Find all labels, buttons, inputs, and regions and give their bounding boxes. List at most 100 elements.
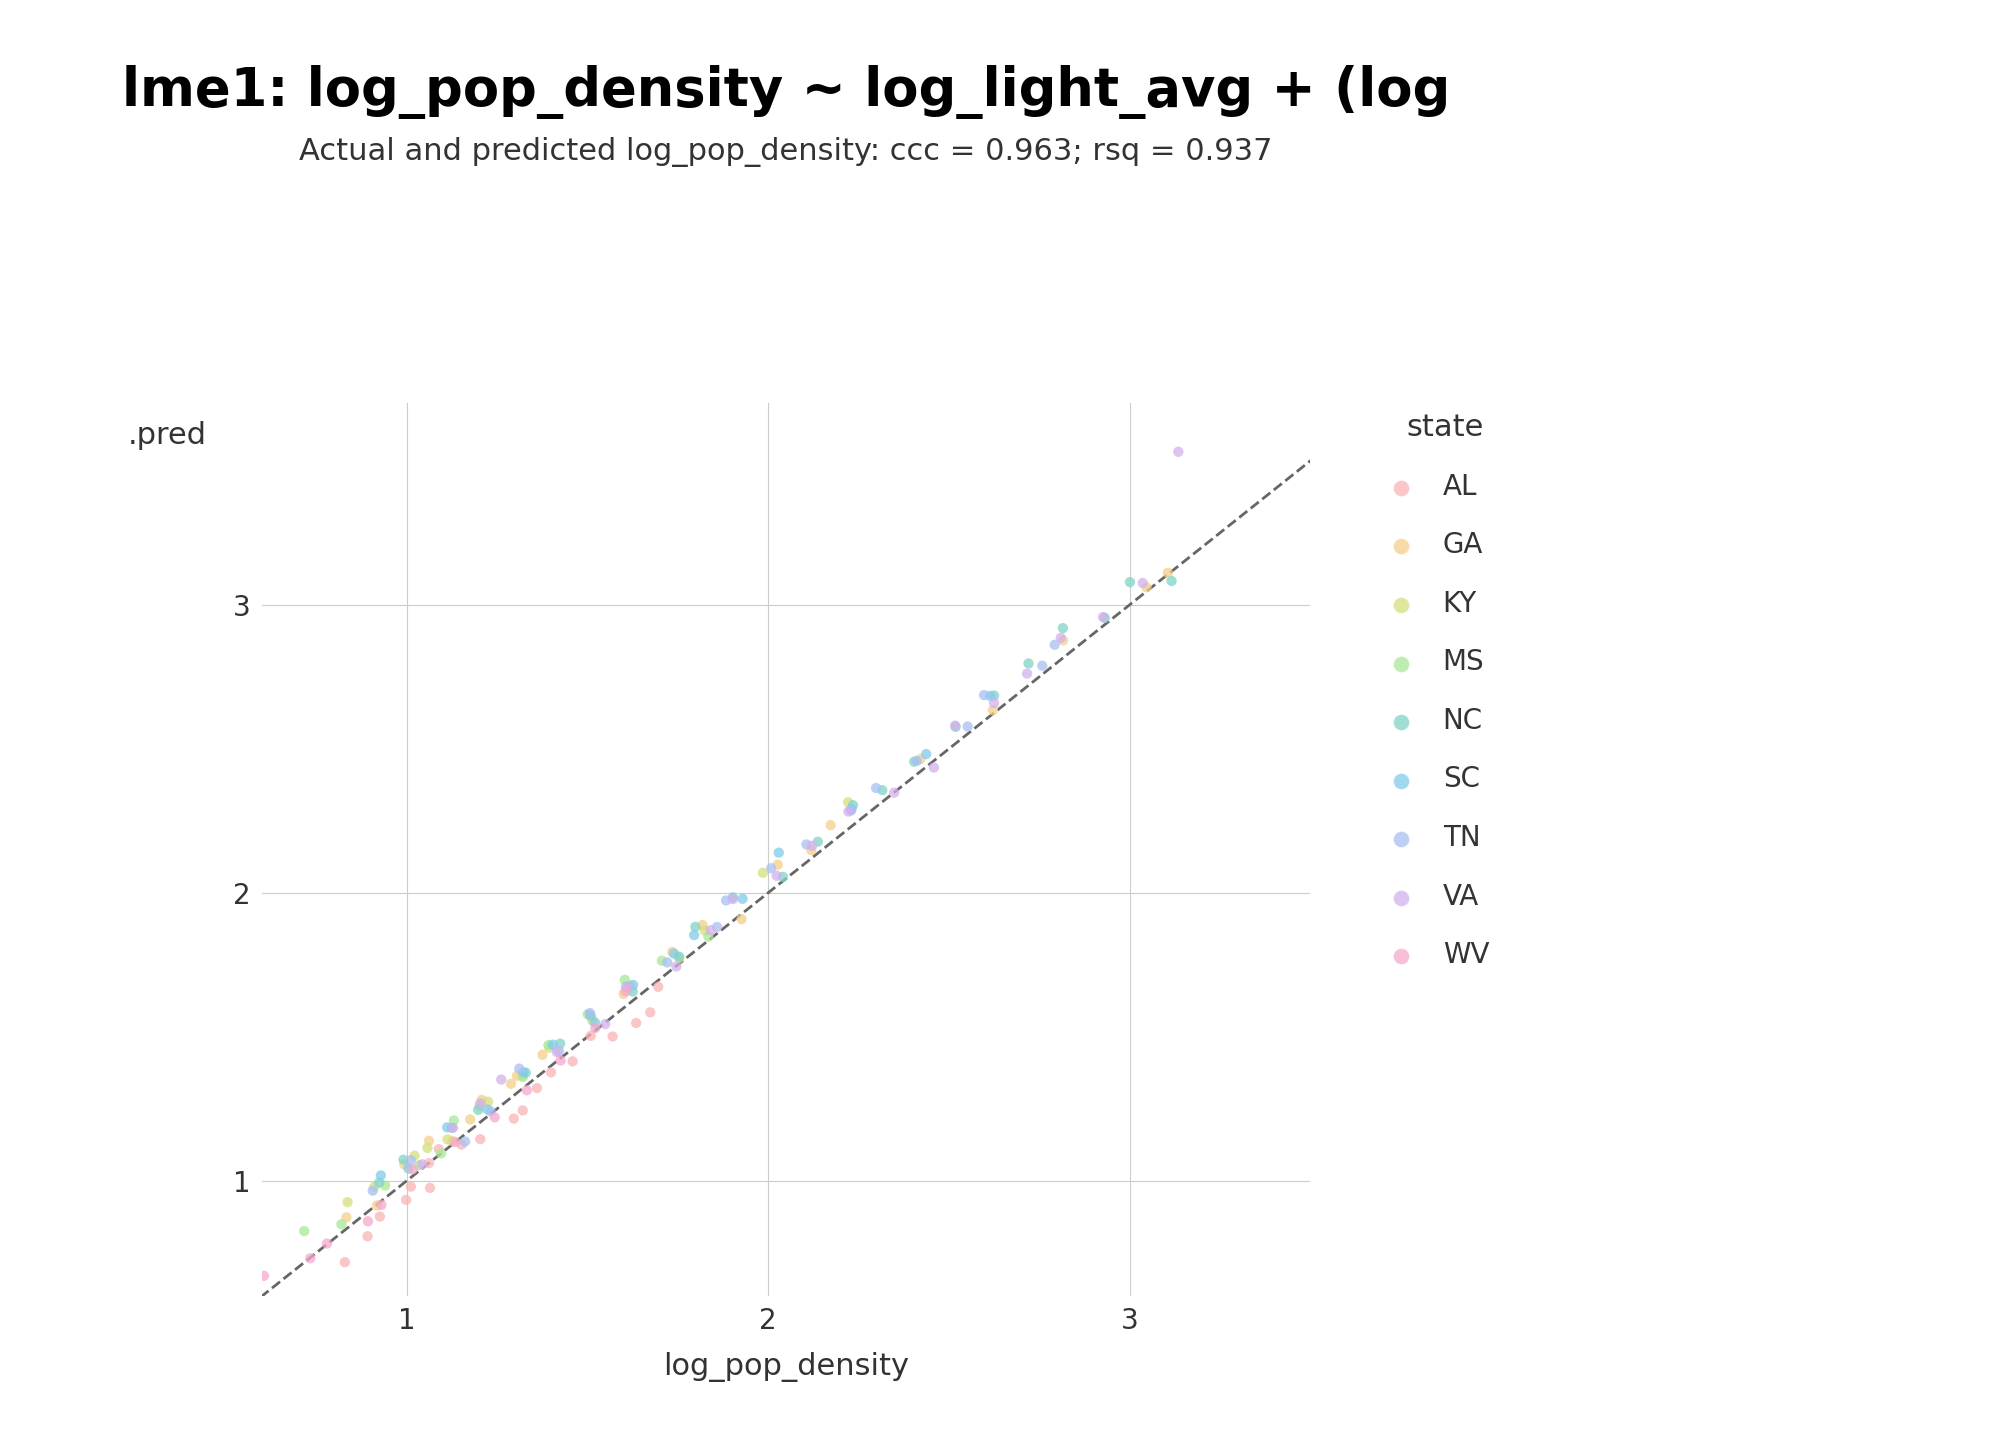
Point: [579, 1017, 611, 1040]
Point: [413, 1176, 446, 1200]
Point: [897, 750, 929, 773]
Point: [508, 1061, 540, 1084]
Point: [365, 1164, 397, 1187]
Point: [556, 1050, 589, 1073]
Point: [760, 864, 792, 887]
Point: [575, 1024, 607, 1047]
Point: [542, 1040, 575, 1063]
Point: [288, 1220, 321, 1243]
Point: [687, 913, 720, 936]
Point: [1044, 626, 1077, 649]
Point: [611, 975, 643, 998]
Point: [389, 1188, 421, 1211]
Point: [294, 1247, 327, 1270]
Point: [454, 1107, 486, 1130]
Point: [351, 1225, 383, 1248]
Point: [691, 924, 724, 948]
Point: [837, 793, 869, 816]
Point: [762, 852, 794, 876]
Point: [643, 975, 675, 998]
Point: [790, 832, 823, 855]
Point: [1026, 654, 1058, 677]
Point: [325, 1212, 357, 1236]
Point: [437, 1109, 470, 1132]
Point: [746, 861, 778, 884]
Point: [577, 1009, 609, 1032]
Point: [395, 1175, 427, 1198]
Point: [466, 1089, 498, 1112]
Point: [361, 1194, 393, 1217]
Point: [645, 949, 677, 972]
Point: [544, 1048, 577, 1071]
Point: [611, 976, 643, 999]
Point: [536, 1032, 569, 1056]
Point: [520, 1077, 552, 1100]
Point: [1131, 576, 1163, 599]
Point: [861, 776, 893, 799]
Point: [1046, 616, 1079, 639]
Point: [534, 1061, 566, 1084]
Point: [393, 1156, 425, 1179]
Point: [978, 691, 1010, 714]
Point: [399, 1145, 431, 1168]
Point: [331, 1205, 363, 1228]
Point: [952, 716, 984, 739]
Point: [1161, 441, 1193, 464]
Point: [540, 1040, 573, 1063]
Point: [500, 1064, 532, 1087]
Point: [835, 798, 867, 821]
Text: .pred: .pred: [129, 420, 208, 451]
X-axis label: log_pop_density: log_pop_density: [663, 1352, 909, 1382]
Point: [974, 684, 1006, 707]
Point: [621, 1011, 653, 1034]
Point: [431, 1116, 464, 1139]
Point: [573, 1002, 605, 1025]
Point: [978, 698, 1010, 721]
Point: [579, 1011, 611, 1034]
Point: [504, 1057, 536, 1080]
Point: [833, 791, 865, 814]
Point: [389, 1153, 421, 1176]
Point: [835, 799, 867, 822]
Point: [450, 1130, 482, 1153]
Point: [702, 916, 734, 939]
Point: [435, 1129, 468, 1152]
Point: [365, 1194, 397, 1217]
Point: [939, 716, 972, 739]
Point: [597, 1025, 629, 1048]
Point: [510, 1079, 542, 1102]
Point: [663, 946, 696, 969]
Point: [1089, 606, 1121, 629]
Point: [510, 1061, 542, 1084]
Text: Actual and predicted log_pop_density: ccc = 0.963; rsq = 0.937: Actual and predicted log_pop_density: cc…: [300, 137, 1272, 167]
Point: [663, 945, 696, 968]
Point: [403, 1153, 435, 1176]
Point: [357, 1179, 389, 1202]
Point: [905, 747, 937, 770]
Point: [526, 1043, 558, 1066]
Point: [439, 1130, 472, 1153]
Point: [464, 1092, 496, 1115]
Point: [437, 1116, 470, 1139]
Point: [867, 779, 899, 802]
Point: [1113, 570, 1145, 593]
Point: [544, 1032, 577, 1056]
Point: [613, 975, 645, 998]
Point: [794, 838, 827, 861]
Point: [1010, 662, 1042, 685]
Point: [901, 749, 933, 772]
Point: [486, 1068, 518, 1092]
Point: [657, 942, 689, 965]
Point: [1151, 562, 1183, 585]
Point: [472, 1090, 504, 1113]
Point: [607, 982, 639, 1005]
Point: [472, 1097, 504, 1120]
Point: [506, 1064, 538, 1087]
Point: [939, 714, 972, 737]
Point: [446, 1133, 478, 1156]
Point: [718, 886, 750, 909]
Point: [532, 1037, 564, 1060]
Point: [405, 1153, 437, 1176]
Point: [411, 1136, 444, 1159]
Point: [478, 1106, 510, 1129]
